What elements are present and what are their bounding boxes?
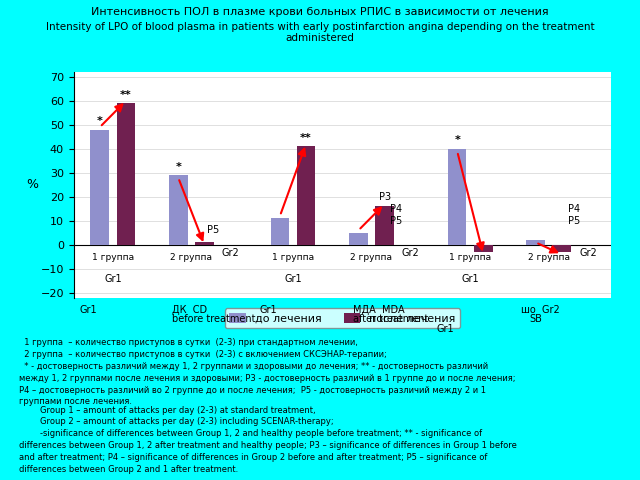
Y-axis label: %: % [26, 178, 38, 192]
Legend: до лечения, после лечения: до лечения, после лечения [225, 309, 460, 328]
Text: 2 группа: 2 группа [528, 253, 570, 262]
Text: Group 1 – amount of attacks per day (2-3) at standard treatment,
        Group 2: Group 1 – amount of attacks per day (2-3… [19, 406, 517, 474]
Text: Gr1: Gr1 [461, 274, 479, 284]
Text: 1 группа: 1 группа [272, 253, 314, 262]
Bar [271, 218, 289, 245]
Text: Интенсивность ПОЛ в плазме крови больных РПИС в зависимости от лечения: Интенсивность ПОЛ в плазме крови больных… [91, 7, 549, 17]
Bar [349, 233, 368, 245]
Text: 1 группа: 1 группа [92, 253, 134, 262]
Text: P5: P5 [390, 216, 403, 226]
Text: after treatment: after treatment [353, 314, 428, 324]
Text: P4: P4 [390, 204, 403, 214]
Text: Gr1: Gr1 [79, 305, 97, 315]
Text: Gr2: Gr2 [579, 249, 597, 258]
Text: **: ** [300, 133, 312, 143]
Text: шо  Gr2: шо Gr2 [521, 305, 560, 315]
Bar [116, 103, 135, 245]
Bar [448, 149, 467, 245]
Text: 2 группа: 2 группа [170, 253, 212, 262]
Text: Gr1: Gr1 [104, 274, 122, 284]
Text: Gr2: Gr2 [402, 249, 420, 258]
Text: SB: SB [530, 314, 543, 324]
Text: P5: P5 [568, 216, 580, 226]
Bar [552, 245, 571, 252]
Bar [526, 240, 545, 245]
Text: Gr1: Gr1 [284, 274, 302, 284]
Text: P5: P5 [207, 226, 220, 235]
Bar [90, 130, 109, 245]
Text: **: ** [120, 90, 132, 100]
Bar [474, 245, 493, 252]
Bar [297, 146, 316, 245]
Bar [195, 242, 214, 245]
Text: P4: P4 [568, 204, 580, 214]
Text: P3: P3 [379, 192, 391, 202]
Text: 1 группа: 1 группа [449, 253, 492, 262]
Text: *: * [175, 162, 181, 172]
Text: before treatment: before treatment [172, 314, 256, 324]
Text: *: * [454, 135, 460, 145]
Bar [169, 175, 188, 245]
Text: 1 группа  – количество приступов в сутки  (2-3) при стандартном лечении,
  2 гру: 1 группа – количество приступов в сутки … [19, 338, 516, 407]
Text: *: * [97, 116, 102, 126]
Text: МДА  MDA: МДА MDA [353, 305, 404, 315]
Text: Gr1: Gr1 [260, 305, 277, 315]
Text: Gr1: Gr1 [437, 324, 454, 334]
Bar [375, 206, 394, 245]
Text: Gr2: Gr2 [221, 249, 239, 258]
Text: 2 группа: 2 группа [351, 253, 392, 262]
Text: Intensity of LPO of blood plasma in patients with early postinfarction angina de: Intensity of LPO of blood plasma in pati… [45, 22, 595, 43]
Text: ДК  CD: ДК CD [172, 305, 207, 315]
